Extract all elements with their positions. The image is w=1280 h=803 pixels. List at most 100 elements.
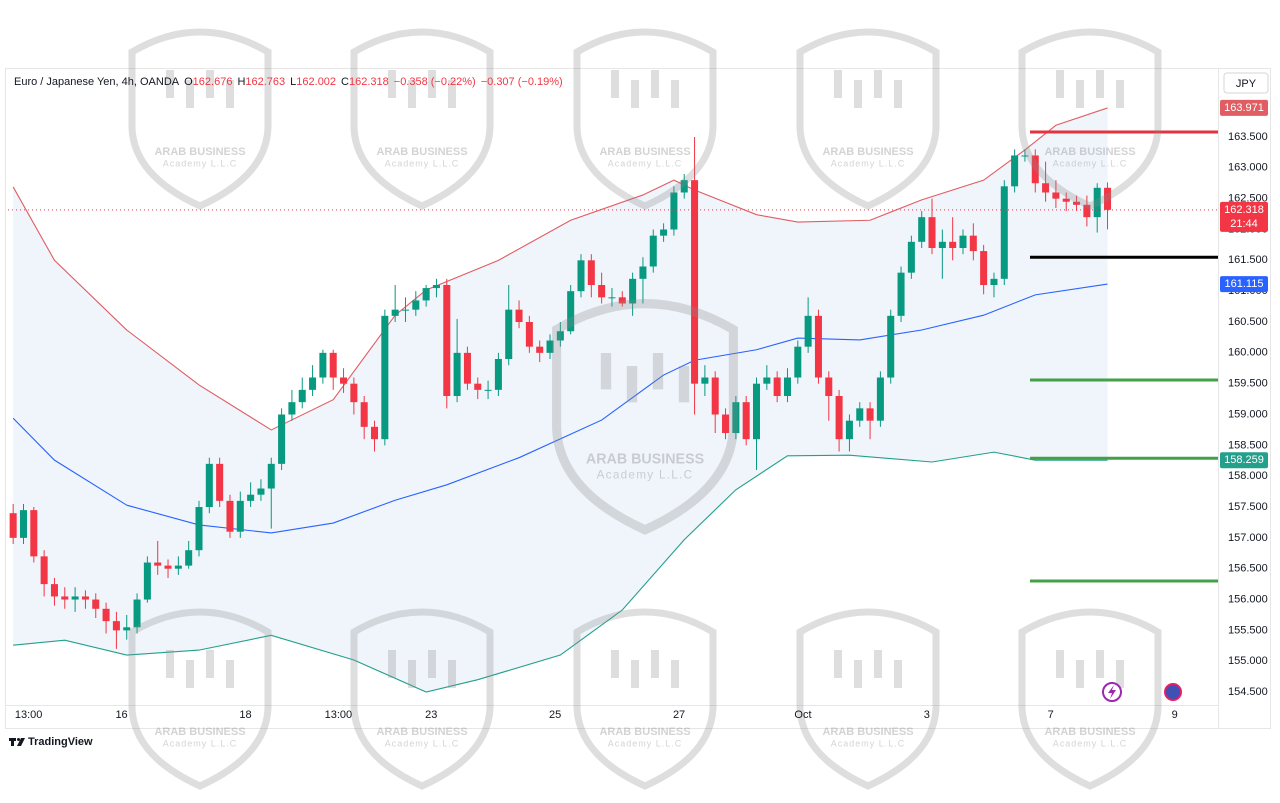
currency-label[interactable]: JPY [1236, 78, 1257, 90]
candle-body [618, 297, 626, 304]
watermark-sub: Academy L.L.C [163, 738, 238, 748]
watermark-candle [226, 660, 234, 688]
legend-change: −0.358 (−0.22%) [394, 76, 476, 88]
watermark-sub: Academy L.L.C [831, 738, 906, 748]
candle-body [608, 297, 616, 299]
watermark-candle [388, 70, 396, 98]
watermark-shield [1018, 28, 1162, 210]
candle-body [143, 562, 151, 600]
watermark-candle [408, 660, 416, 688]
y-tick-label: 162.500 [1228, 193, 1268, 205]
band-line [12, 107, 1108, 431]
candle-body [102, 608, 110, 622]
candle-body [443, 284, 451, 397]
price-tag-label: 161.115 [1225, 278, 1264, 290]
x-tick-label: 27 [673, 709, 685, 721]
y-tick-label: 156.000 [1228, 593, 1268, 605]
candle-body [814, 315, 822, 378]
watermark-shield [796, 28, 940, 210]
price-tag-label: 158.259 [1224, 454, 1264, 466]
candle-body [164, 565, 172, 569]
watermark-candle [611, 650, 619, 678]
watermark-candle [206, 650, 214, 678]
candle-body [50, 584, 58, 597]
watermark-shield [350, 28, 494, 210]
watermark-candle [428, 650, 436, 678]
legend-letter: H [237, 76, 245, 88]
watermark-candle [834, 650, 842, 678]
candle-body [598, 284, 606, 298]
candle-body [154, 562, 162, 566]
watermark-candle [388, 650, 396, 678]
watermark-candle [166, 650, 174, 678]
candle-body [783, 377, 791, 397]
candle-body [123, 627, 131, 631]
legend-value: 162.318 [349, 76, 389, 88]
candle-body [71, 596, 79, 600]
watermark-name: ARAB BUSINESS [822, 726, 913, 738]
y-tick-label: 155.500 [1228, 624, 1268, 636]
candle-body [133, 599, 141, 628]
plot-area [8, 107, 1218, 693]
watermark-candle [1096, 70, 1104, 98]
candle-body [288, 402, 296, 415]
candle-body [722, 414, 730, 434]
candle-body [474, 383, 482, 390]
watermark-sub: Academy L.L.C [385, 738, 460, 748]
y-tick-label: 157.500 [1228, 501, 1268, 513]
watermark-candle [1056, 70, 1064, 98]
candle-body [30, 510, 38, 557]
candle-body [319, 352, 327, 378]
candle-body [711, 377, 719, 415]
legend-letter: L [290, 76, 296, 88]
watermark-shield [1018, 608, 1162, 790]
candle-body [660, 229, 668, 236]
candle-body [773, 377, 781, 397]
y-tick-label: 159.500 [1228, 378, 1268, 390]
watermark-candle [651, 70, 659, 98]
watermark-candle [1076, 80, 1084, 108]
candle-body [1042, 183, 1050, 193]
watermark-candle [631, 660, 639, 688]
watermark-candle [854, 660, 862, 688]
watermark-candle [894, 660, 902, 688]
watermark-sub: Academy L.L.C [608, 738, 683, 748]
watermark-candle [166, 70, 174, 98]
candle-body [680, 180, 688, 193]
candle-body [247, 494, 255, 501]
watermark-sub: Academy L.L.C [597, 468, 694, 481]
candle-body [887, 315, 895, 378]
currency-button[interactable] [1223, 72, 1269, 94]
candle-body [412, 300, 420, 310]
candle-body [1062, 198, 1070, 202]
watermark-candle [448, 80, 456, 108]
candle-body [536, 346, 544, 353]
candle-body [298, 389, 306, 403]
watermark-candle [874, 70, 882, 98]
candle-body [505, 309, 513, 360]
watermark-candle [408, 80, 416, 108]
watermark-sub: Academy L.L.C [1053, 158, 1128, 168]
watermark-candle [652, 353, 664, 390]
price-tag [1220, 276, 1268, 293]
candle-body [835, 396, 843, 440]
candle-body [670, 192, 678, 230]
watermark-candle [1076, 660, 1084, 688]
y-tick-label: 158.500 [1228, 439, 1268, 451]
watermark-shield [350, 608, 494, 790]
legend-change: −0.307 (−0.19%) [481, 76, 563, 88]
candle-body [205, 463, 213, 508]
watermark-candle [671, 660, 679, 688]
watermark-candle [186, 660, 194, 688]
event-icon[interactable] [1164, 683, 1182, 701]
watermark-name: ARAB BUSINESS [154, 726, 245, 738]
watermark-shield [552, 299, 738, 535]
watermark-shield [573, 28, 717, 210]
candle-body [463, 352, 471, 384]
y-tick-label: 163.500 [1228, 131, 1268, 143]
